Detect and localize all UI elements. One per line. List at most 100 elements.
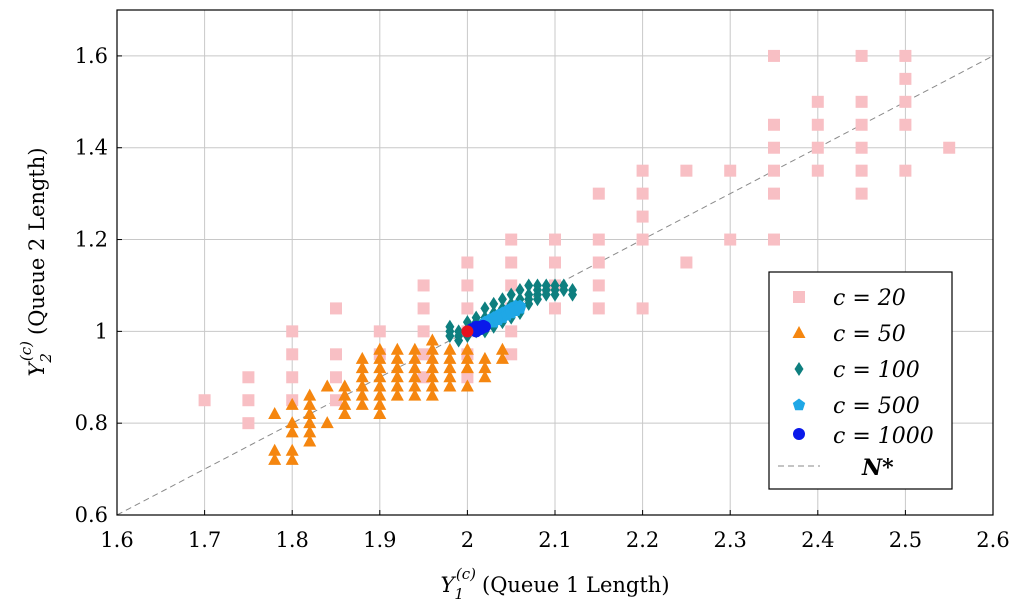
x-tick-label: 1.9 (363, 528, 396, 552)
data-point (460, 361, 474, 374)
data-point (855, 49, 868, 62)
data-point (505, 256, 518, 269)
data-point (636, 210, 649, 223)
data-point (303, 397, 317, 410)
data-point (855, 164, 868, 177)
data-point (811, 141, 824, 154)
data-point (532, 292, 542, 307)
data-point (460, 351, 474, 364)
data-point (198, 394, 211, 407)
legend-swatch (794, 362, 804, 376)
data-point (460, 379, 474, 392)
data-point (355, 397, 369, 410)
data-point (899, 49, 912, 62)
data-point (505, 348, 518, 361)
data-point (478, 320, 491, 333)
data-point (724, 164, 737, 177)
data-point (303, 388, 317, 401)
legend-swatch (792, 326, 806, 338)
data-point (489, 296, 499, 311)
data-point (899, 118, 912, 131)
data-point (443, 351, 457, 364)
legend-swatch (792, 398, 806, 411)
data-point (338, 397, 352, 410)
data-point (505, 325, 518, 338)
legend-label-c100: c = 100 (833, 358, 920, 383)
y-tick-label: 1.6 (75, 44, 108, 68)
data-point (285, 416, 299, 429)
data-point (497, 292, 507, 307)
data-point (855, 118, 868, 131)
data-point (355, 379, 369, 392)
data-point (768, 49, 780, 62)
data-point (899, 164, 912, 177)
data-point (636, 164, 649, 177)
data-point (505, 279, 518, 292)
highlight-point (461, 325, 474, 338)
data-point (461, 302, 474, 315)
data-point (303, 425, 317, 438)
data-point (268, 443, 282, 456)
data-point (768, 187, 780, 200)
data-point (417, 371, 430, 384)
y-axis-ticks: 0.6 0.8 1 1.2 1.4 1.6 (75, 44, 122, 527)
data-point (373, 407, 387, 419)
x-tick-label: 2.3 (713, 528, 746, 552)
data-point (286, 371, 299, 384)
data-point (478, 370, 492, 383)
data-point (242, 394, 255, 407)
data-point (268, 407, 282, 419)
x-tick-label: 1.7 (188, 528, 221, 552)
data-point (417, 348, 430, 361)
data-point (478, 351, 492, 364)
data-point (373, 361, 387, 374)
data-point (425, 333, 439, 346)
data-point (425, 370, 439, 383)
data-point (550, 287, 560, 302)
data-point (513, 301, 527, 314)
data-point (320, 379, 334, 392)
legend-swatch (793, 428, 805, 440)
data-point (524, 278, 534, 293)
data-point (330, 302, 342, 315)
data-point (855, 95, 868, 108)
data-point (460, 342, 474, 355)
data-point (768, 164, 780, 177)
data-point (549, 256, 561, 269)
y-tick-label: 1 (95, 319, 108, 343)
data-point (568, 287, 578, 302)
data-point (355, 361, 369, 374)
data-point (515, 283, 525, 298)
data-point (559, 283, 569, 298)
data-point (390, 361, 404, 374)
y-axis-subscript: 2 (37, 353, 55, 364)
data-point (506, 287, 516, 302)
data-point (592, 302, 605, 315)
data-point (355, 388, 369, 401)
data-point (373, 379, 387, 392)
data-point (408, 388, 422, 401)
data-point (811, 164, 824, 177)
data-point (408, 379, 422, 392)
data-point (373, 351, 387, 364)
data-point (285, 443, 299, 456)
data-point (425, 388, 439, 401)
y-axis-label-text: (Queue 2 Length) (25, 147, 49, 335)
data-point (524, 296, 534, 311)
x-axis-label-text: (Queue 1 Length) (482, 573, 670, 597)
x-axis-superscript: (c) (456, 565, 476, 583)
data-point (480, 301, 490, 316)
x-axis-symbol: Y (440, 573, 456, 597)
data-point (330, 348, 342, 361)
data-point (303, 416, 317, 429)
data-point (268, 452, 282, 465)
data-point (303, 434, 317, 447)
data-point (461, 279, 474, 292)
data-points (198, 49, 956, 465)
series-2 (268, 333, 509, 465)
legend-label-c20: c = 20 (833, 286, 906, 311)
data-point (680, 164, 693, 177)
data-point (330, 371, 342, 384)
data-point (390, 342, 404, 355)
data-point (811, 95, 824, 108)
